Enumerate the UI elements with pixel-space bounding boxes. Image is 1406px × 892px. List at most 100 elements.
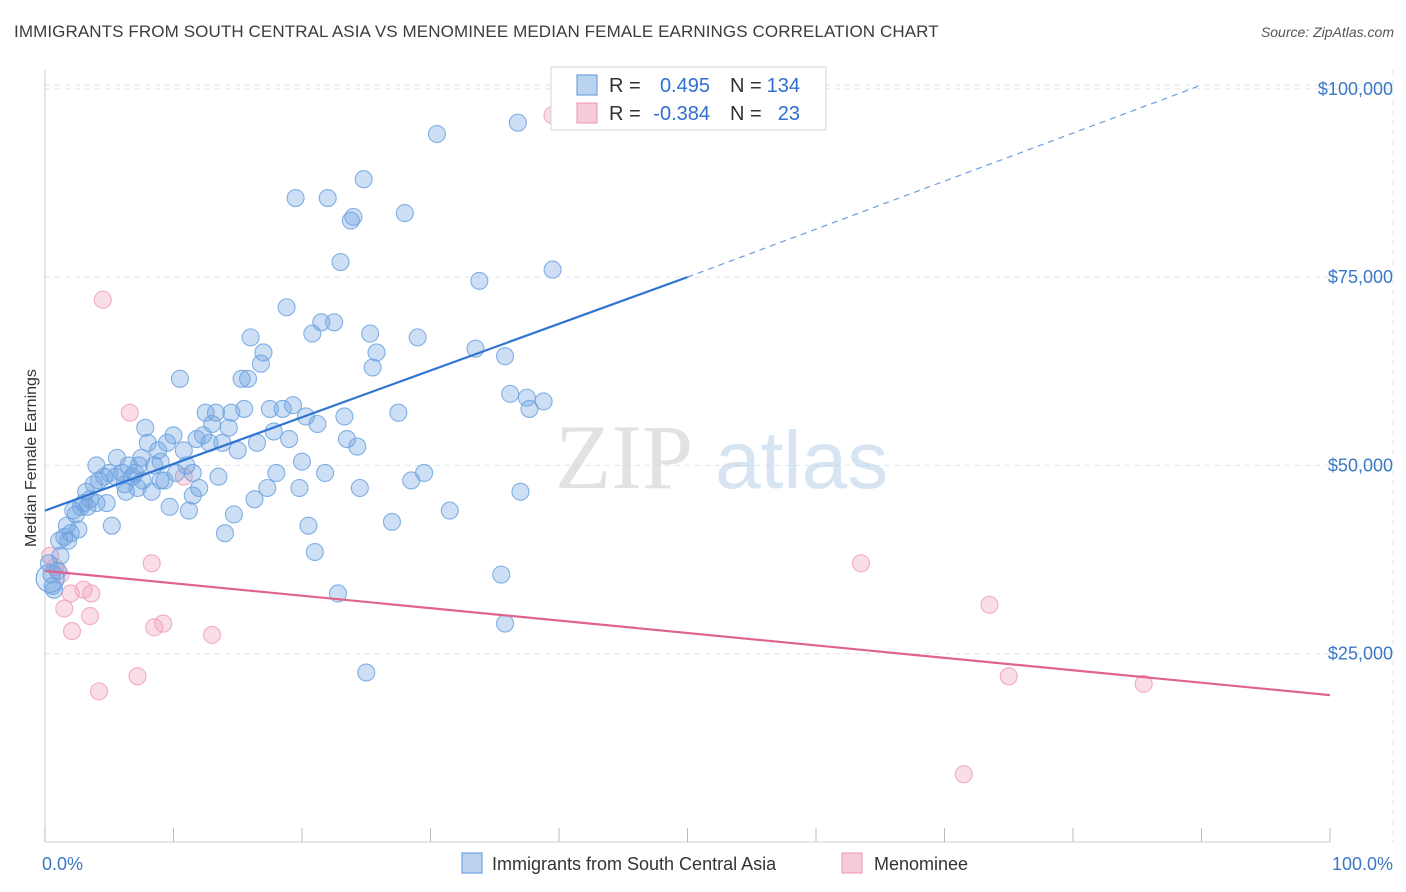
trend-line-blue <box>44 276 688 512</box>
grid-lines <box>45 70 1394 842</box>
data-point <box>492 565 511 584</box>
legend-r-value-1: 0.495 <box>660 75 710 97</box>
legend-n-value-2: 23 <box>778 103 800 125</box>
data-point <box>136 418 155 437</box>
bottom-legend-label-pink: Menominee <box>874 854 968 874</box>
legend-n-label-2: N = <box>730 103 762 125</box>
data-point <box>361 324 380 343</box>
data-point <box>316 463 335 482</box>
trend-line-pink <box>44 569 1331 697</box>
data-point <box>254 343 273 362</box>
data-point <box>280 430 299 449</box>
data-point <box>44 580 64 599</box>
legend-n-label-1: N = <box>730 75 762 97</box>
legend-r-label-2: R = <box>609 103 641 125</box>
data-point <box>348 437 367 456</box>
data-point <box>286 188 305 208</box>
data-point <box>183 463 202 482</box>
axes <box>44 70 1331 843</box>
data-point <box>357 663 376 682</box>
data-point <box>206 403 225 422</box>
data-point <box>93 290 112 309</box>
bottom-legend-label-blue: Immigrants from South Central Asia <box>492 854 777 874</box>
data-point <box>495 614 515 633</box>
data-point <box>273 399 292 418</box>
data-point <box>305 542 324 562</box>
data-point <box>128 667 147 686</box>
data-point <box>337 430 357 449</box>
data-point <box>415 463 434 482</box>
y-axis-label: Median Female Earnings <box>23 369 40 547</box>
data-point <box>389 403 408 422</box>
data-point <box>520 399 539 418</box>
data-point-cluster <box>35 563 65 593</box>
data-point <box>196 403 215 422</box>
data-point <box>258 478 277 498</box>
source-label: Source: ZipAtlas.com <box>1260 24 1394 40</box>
data-point <box>228 441 247 460</box>
data-point <box>170 369 189 388</box>
data-point <box>87 494 106 513</box>
bottom-legend-swatch-pink <box>841 852 863 874</box>
data-point <box>508 113 527 132</box>
data-point <box>495 347 515 366</box>
data-point <box>142 554 161 573</box>
data-point <box>158 433 177 452</box>
data-point <box>102 516 121 535</box>
data-point <box>350 478 369 498</box>
data-point <box>851 554 871 573</box>
data-point <box>154 614 173 633</box>
data-point <box>354 170 373 189</box>
y-tick-label: $50,000 <box>1328 455 1393 475</box>
legend-r-label-1: R = <box>609 75 641 97</box>
data-point <box>331 253 350 272</box>
data-point <box>203 625 222 644</box>
data-point <box>235 399 254 418</box>
data-point <box>427 124 446 144</box>
data-point <box>325 313 344 332</box>
data-point <box>312 313 331 332</box>
data-point <box>183 486 202 505</box>
data-point <box>232 369 251 388</box>
data-point <box>299 516 318 535</box>
data-point <box>129 456 148 475</box>
data-point <box>62 622 82 641</box>
data-point <box>470 271 489 290</box>
data-point <box>260 399 279 418</box>
watermark: ZIP atlas <box>555 406 888 508</box>
data-point <box>292 452 312 471</box>
data-point <box>283 396 303 415</box>
data-point <box>120 403 139 422</box>
legend: R = 0.495 N = 134 R = -0.384 N = 23 <box>550 66 827 131</box>
data-point <box>251 354 270 373</box>
x-tick-label-end: 100.0% <box>1332 854 1393 874</box>
data-point <box>215 524 234 543</box>
bottom-legend: Immigrants from South Central Asia Menom… <box>461 852 968 874</box>
y-tick-labels: $25,000 $50,000 $75,000 $100,000 <box>1318 79 1393 664</box>
data-point <box>501 384 520 403</box>
legend-r-value-2: -0.384 <box>653 103 710 125</box>
data-point <box>209 467 228 486</box>
legend-swatch-blue <box>576 74 598 96</box>
legend-n-value-1: 134 <box>767 75 800 97</box>
data-point <box>999 667 1018 686</box>
data-point <box>382 512 402 531</box>
data-point <box>534 392 553 411</box>
data-point <box>318 188 337 208</box>
y-tick-label: $100,000 <box>1318 79 1393 99</box>
data-point <box>145 618 164 637</box>
data-point <box>395 204 414 223</box>
data-point <box>980 595 999 614</box>
data-point <box>363 358 382 377</box>
data-point <box>151 471 170 490</box>
data-point <box>408 328 427 347</box>
bottom-legend-swatch-blue <box>461 852 483 874</box>
y-tick-label: $75,000 <box>1328 267 1393 287</box>
data-point <box>50 531 69 550</box>
data-point <box>78 497 97 516</box>
data-point <box>367 343 386 362</box>
data-point <box>82 584 101 603</box>
data-point <box>138 433 157 452</box>
data-point <box>69 520 88 539</box>
